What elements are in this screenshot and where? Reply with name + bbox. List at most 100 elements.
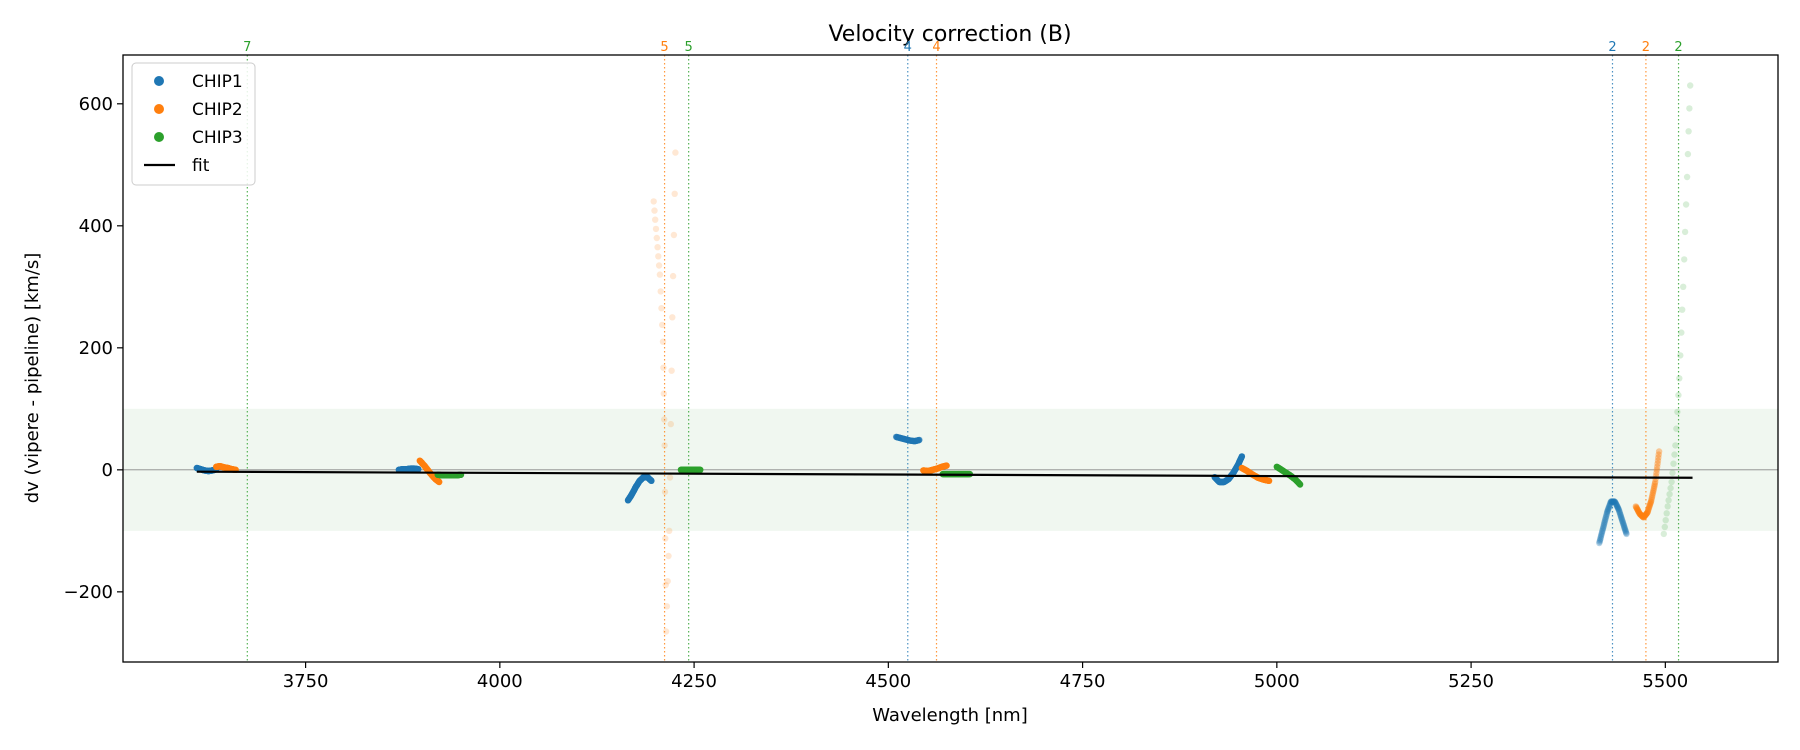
data-point — [1643, 509, 1651, 517]
data-point — [1612, 499, 1619, 506]
data-point — [1607, 498, 1615, 505]
data-point — [1673, 425, 1680, 432]
data-point — [1609, 498, 1616, 505]
data-point — [1637, 511, 1644, 518]
data-point — [1638, 512, 1646, 520]
data-point — [1611, 498, 1619, 505]
legend-item-fit: fit — [144, 156, 210, 176]
y-axis-label: dv (vipere - pipeline) [km/s] — [22, 253, 43, 504]
legend-item-chip2: CHIP2 — [154, 100, 243, 120]
data-point — [1601, 517, 1609, 524]
series-chip2 — [650, 149, 679, 635]
data-point — [1613, 501, 1620, 508]
data-point — [1615, 507, 1623, 514]
data-point — [1622, 529, 1630, 536]
data-point — [1618, 516, 1626, 523]
order-marker-label: 2 — [1642, 40, 1650, 55]
data-point — [661, 488, 669, 496]
data-point — [670, 231, 678, 239]
y-tick-label: −200 — [64, 582, 113, 603]
order-marker-label: 2 — [1608, 40, 1616, 55]
series-chip3 — [1660, 82, 1694, 538]
data-point — [651, 207, 658, 214]
data-point — [1669, 469, 1676, 477]
legend-label: CHIP1 — [192, 72, 243, 92]
data-point — [1639, 513, 1647, 520]
data-point — [1650, 486, 1657, 493]
data-point — [1605, 503, 1613, 511]
data-point — [653, 234, 660, 242]
fit-line — [196, 470, 1693, 479]
data-point — [1617, 512, 1624, 519]
data-point — [1672, 442, 1679, 449]
data-point — [671, 190, 678, 197]
data-point — [1668, 478, 1675, 486]
x-tick-label: 5250 — [1448, 671, 1494, 692]
data-point — [1265, 477, 1273, 484]
data-point — [1617, 513, 1625, 520]
data-point — [1648, 493, 1656, 500]
data-point — [1597, 533, 1605, 541]
data-point — [1640, 513, 1647, 521]
data-point — [1632, 503, 1640, 510]
legend-item-chip1: CHIP1 — [154, 72, 243, 92]
legend-marker — [154, 76, 164, 86]
data-point — [660, 364, 667, 371]
data-point — [1637, 511, 1645, 519]
data-point — [1607, 499, 1614, 506]
data-point — [1645, 506, 1652, 514]
data-point — [1601, 520, 1608, 527]
data-point — [657, 288, 664, 295]
data-point — [1596, 538, 1603, 545]
data-point — [1617, 511, 1624, 518]
data-point — [1599, 527, 1606, 534]
data-point — [1651, 482, 1658, 489]
data-point — [1607, 500, 1614, 507]
data-point — [1598, 529, 1606, 536]
data-point — [1621, 523, 1628, 530]
data-point — [1644, 509, 1651, 516]
data-point — [1599, 526, 1607, 533]
data-point — [669, 314, 676, 321]
data-point — [1641, 513, 1648, 520]
data-point — [1633, 504, 1640, 511]
data-point — [1653, 466, 1661, 473]
data-point — [1686, 105, 1693, 112]
data-point — [1620, 522, 1628, 529]
x-axis-label: Wavelength [nm] — [872, 705, 1028, 726]
data-point — [1619, 518, 1626, 525]
data-point — [661, 416, 668, 423]
data-point — [1655, 451, 1662, 458]
data-point — [1596, 536, 1604, 544]
series-chip2 — [1632, 448, 1663, 521]
data-point — [1623, 530, 1630, 538]
data-point — [1598, 532, 1605, 539]
series-chip2 — [920, 462, 950, 475]
data-point — [1639, 513, 1646, 520]
data-point — [663, 603, 671, 610]
data-point — [667, 420, 674, 428]
data-point — [656, 271, 664, 278]
data-point — [1642, 511, 1649, 519]
data-point — [665, 552, 672, 560]
data-point — [659, 321, 666, 329]
data-point — [1608, 498, 1616, 505]
data-point — [1649, 489, 1657, 497]
data-point — [1675, 391, 1682, 399]
data-point — [1633, 504, 1640, 512]
data-point — [1612, 499, 1619, 507]
data-point — [1681, 256, 1688, 263]
y-tick-label: 0 — [102, 460, 113, 481]
x-tick-label: 3750 — [283, 671, 329, 692]
y-tick-label: 200 — [79, 338, 113, 359]
data-point — [1604, 508, 1611, 515]
order-marker-label: 7 — [243, 40, 251, 55]
data-point — [1660, 530, 1668, 538]
data-point — [1634, 507, 1642, 514]
data-point — [1604, 507, 1612, 514]
data-point — [1636, 510, 1643, 517]
data-point — [1652, 478, 1659, 486]
data-point — [661, 442, 668, 449]
data-point — [672, 149, 679, 156]
data-point — [1649, 491, 1656, 498]
